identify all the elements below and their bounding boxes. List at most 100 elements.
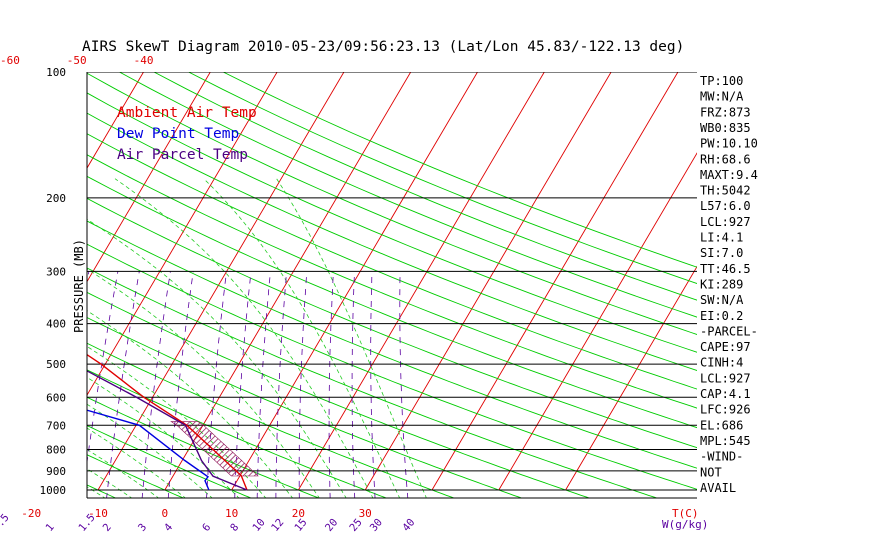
mixing-ratio-label: 12: [269, 517, 286, 534]
moist-adiabat-line: [87, 448, 160, 498]
dry-adiabat-line: [87, 175, 697, 429]
mixing-ratio-label: 3: [136, 521, 149, 534]
isotherm-line: [298, 72, 545, 491]
y-tick-label: 800: [46, 443, 66, 456]
dry-adiabat-line: [87, 484, 117, 498]
dry-adiabat-line: [87, 454, 185, 498]
stability-index-item: SW:N/A: [700, 293, 744, 307]
stability-index-item: EL:686: [700, 418, 743, 432]
ambient-air-temp-line: [87, 353, 248, 491]
stability-index-item: SI:7.0: [700, 246, 743, 260]
moist-adiabat-line: [0, 179, 53, 499]
stability-index-item: MPL:545: [700, 434, 751, 448]
mixing-ratio-line: [370, 271, 376, 498]
stability-index-item: KI:289: [700, 277, 743, 291]
mixing-ratio-label: 2: [101, 521, 114, 534]
stability-index-item: AVAIL: [700, 481, 736, 495]
stability-index-item: -PARCEL-: [700, 324, 758, 338]
dry-adiabat-line: [87, 220, 697, 469]
stability-index-item: LI:4.1: [700, 231, 743, 245]
dry-adiabat-line: [87, 154, 697, 409]
stability-index-item: LCL:927: [700, 215, 751, 229]
y-tick-label: 200: [46, 192, 66, 205]
isotherm-line: [164, 72, 412, 491]
stability-index-item: L57:6.0: [700, 199, 751, 213]
axis-layer: 1002003004005006007008009001000-50-40-30…: [0, 54, 697, 534]
dry-adiabat-line: [87, 92, 697, 353]
y-tick-label: 600: [46, 391, 66, 404]
stability-index-item: LCL:927: [700, 371, 751, 385]
isotherm-line: [231, 72, 478, 491]
x-tick-label-bottom: 30: [359, 507, 372, 520]
dry-adiabat-line: [87, 112, 697, 371]
x-tick-label-top: -40: [134, 54, 154, 67]
stability-index-item: MW:N/A: [700, 90, 744, 104]
x-tick-label-bottom: 0: [161, 507, 168, 520]
moist-adiabat-line: [0, 179, 26, 499]
stability-index-item: LFC:926: [700, 403, 751, 417]
isotherm-line: [498, 152, 697, 491]
isotherm-line: [87, 72, 278, 397]
x-tick-label-top: -60: [0, 54, 20, 67]
mixing-ratio-label: 0.5: [0, 512, 12, 534]
y-tick-label: 900: [46, 465, 66, 478]
isotherm-line: [0, 72, 10, 490]
x-tick-label-bottom: 10: [225, 507, 238, 520]
moist-adiabat-line: [203, 178, 401, 498]
series-layer: [87, 353, 259, 491]
moist-adiabat-line: [114, 178, 374, 498]
dry-adiabat-line: [0, 72, 50, 499]
dry-adiabat-line: [87, 316, 523, 498]
y-tick-label: 300: [46, 265, 66, 278]
cape-shading: [170, 421, 259, 477]
grid-layer: [0, 72, 697, 499]
mixing-ratio-label: 6: [200, 521, 213, 534]
chart-title: AIRS SkewT Diagram 2010-05-23/09:56:23.1…: [82, 39, 684, 55]
moist-adiabat-line: [87, 468, 133, 498]
moist-adiabat-line: [87, 427, 186, 498]
dry-adiabat-line: [87, 72, 697, 335]
dry-adiabat-line: [87, 267, 659, 498]
dry-adiabat-line: [153, 72, 697, 301]
air-parcel-temp-line: [87, 370, 248, 491]
y-axis-label: PRESSURE (MB): [72, 239, 86, 333]
dry-adiabat-line: [223, 72, 697, 268]
legend: Ambient Air Temp Dew Point Temp Air Parc…: [117, 105, 257, 163]
mixing-ratio-line: [328, 271, 334, 498]
x-tick-label-bottom: -20: [21, 507, 41, 520]
dry-adiabat-line: [87, 133, 697, 390]
legend-item-air-parcel-temp: Air Parcel Temp: [117, 147, 248, 163]
stability-index-item: TT:46.5: [700, 262, 751, 276]
mixing-ratio-line: [0, 271, 42, 499]
dry-adiabat-line: [87, 291, 591, 498]
stability-index-item: CINH:4: [700, 356, 743, 370]
isotherm-line: [97, 72, 345, 491]
stability-index-item: CAP:4.1: [700, 387, 751, 401]
legend-item-dew-point-temp: Dew Point Temp: [117, 126, 239, 142]
moist-adiabat-line: [276, 178, 427, 498]
legend-item-ambient-air-temp: Ambient Air Temp: [117, 105, 257, 121]
y-tick-label: 700: [46, 419, 66, 432]
stability-index-item: PW:10.10: [700, 137, 758, 151]
stability-index-item: RH:68.6: [700, 152, 751, 166]
stability-index-item: WB0:835: [700, 121, 751, 135]
dry-adiabat-line: [87, 197, 697, 449]
moist-adiabat-line: [0, 179, 79, 499]
y-tick-label: 400: [46, 318, 66, 331]
x-tick-label-top: -50: [67, 54, 87, 67]
moist-adiabat-line: [87, 268, 320, 498]
dew-point-temp-line: [87, 409, 210, 491]
y-tick-label: 500: [46, 358, 66, 371]
x-axis-label-temperature: T(C): [672, 507, 699, 520]
stability-index-item: -WIND-: [700, 450, 743, 464]
isotherm-line: [431, 72, 679, 491]
mixing-ratio-label: 4: [162, 521, 175, 534]
dry-adiabat-line: [87, 425, 252, 498]
mixing-ratio-label: 8: [228, 521, 241, 534]
stability-index-item: FRZ:873: [700, 105, 751, 119]
mixing-ratio-axis-label: W(g/kg): [662, 518, 708, 531]
moist-adiabat-line: [87, 376, 240, 498]
isotherm-line: [364, 72, 612, 491]
